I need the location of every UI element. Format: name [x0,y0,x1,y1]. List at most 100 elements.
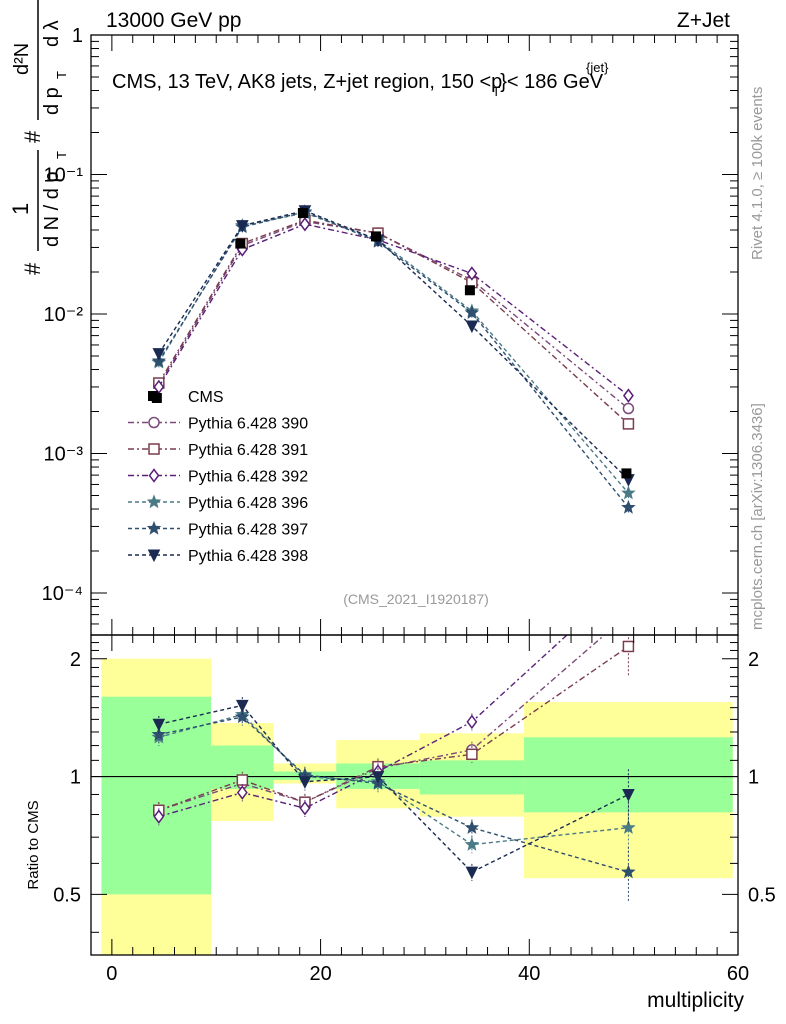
x-tick-label: 60 [727,963,749,985]
legend-marker-cms [148,391,158,401]
main-point-3-5 [621,485,636,500]
title-prefix: CMS, 13 TeV, AK8 jets, Z+jet region, 150… [112,71,491,93]
cms-data-point-5 [621,468,632,479]
ratio-point-5-1 [236,699,249,713]
main-point-2-0 [153,379,165,395]
main-series-line-3 [158,212,629,494]
ylabel-T-2: T [54,71,69,79]
x-tick-label: 0 [106,963,117,985]
ratio-frame [90,634,739,956]
main-point-2-4 [466,266,478,281]
reference-tag: (CMS_2021_I1920187) [343,591,489,607]
main-series-line-2 [158,223,629,397]
ratio-point-2-0 [153,809,165,824]
header-right: Z+Jet [677,9,730,32]
plot-title: CMS, 13 TeV, AK8 jets, Z+jet region, 150… [112,71,604,99]
main-ytick-label: 10⁻¹ [44,165,84,187]
cms-data-point-2 [297,207,308,218]
main-ytick-label: 10⁻³ [44,444,84,466]
ratio-ytick-label: 1 [70,767,81,789]
mcplots-label: mcplots.cern.ch [arXiv:1306.3436] [749,403,766,630]
ratio-ytick-label-right: 1 [748,767,759,789]
ratio-point-4-0 [151,727,167,741]
ratio-point-5-0 [152,718,166,732]
legend-marker-1 [148,416,160,429]
main-series-line-4 [158,211,629,508]
main-panel: 1 10⁻¹ 10⁻² 10⁻³ 10⁻⁴ [42,25,739,636]
ratio-point-1-4 [466,748,478,761]
legend-label-3: Pythia 6.428 392 [188,469,308,486]
ratio-ytick-label: 2 [70,649,81,671]
main-point-5-4 [465,320,479,334]
ylabel-hash-2: # [20,130,45,143]
legend-label-5: Pythia 6.428 397 [188,522,308,539]
main-ytick-label: 1 [72,25,83,47]
legend-marker-3 [148,468,160,483]
legend-marker-4 [146,494,162,509]
legend-marker-5 [146,520,162,535]
ratio-point-5-3 [371,771,385,784]
legend-label-2: Pythia 6.428 391 [188,442,308,459]
ratio-point-4-4 [464,820,480,834]
x-axis-label: multiplicity [647,989,744,1012]
ratio-series-line-4 [158,716,629,873]
main-ylabel: # 1 d N / d p T # d²N d p T d λ [8,0,69,275]
ratio-point-5-5 [622,788,635,802]
ratio-point-3-5 [621,820,636,834]
ratio-point-1-5 [622,640,635,653]
title-sub: T [492,84,500,99]
main-point-2-5 [622,388,634,403]
legend-label-4: Pythia 6.428 396 [188,495,308,512]
ratio-point-2-4 [466,714,478,730]
ylabel-one: 1 [8,203,33,215]
ylabel-den: d p [41,87,63,115]
rivet-label: Rivet 4.1.0, ≥ 100k events [749,87,766,260]
legend-label-6: Pythia 6.428 398 [188,548,308,565]
legend-label-1: Pythia 6.428 390 [188,416,308,433]
ratio-series-line-0 [158,635,606,811]
title-suffix: }< 186 GeV [500,71,604,93]
ratio-series-line-2 [158,635,568,818]
ylabel-num: d²N [11,43,33,75]
main-point-5-0 [152,348,166,361]
main-point-4-4 [464,305,480,319]
ratio-panel: 0.5 0.51 12 20 20 40 60 [53,634,776,985]
x-tick-label: 20 [309,963,331,985]
ratio-series-line-5 [158,704,629,873]
ratio-point-4-5 [621,864,636,879]
ratio-ytick-label-right: 2 [748,649,759,671]
main-ytick-label: 10⁻⁴ [42,583,83,605]
ylabel-dN: d N / d p [41,171,63,247]
ratio-ytick-label: 0.5 [53,884,81,906]
ratio-band-green-4 [419,760,525,795]
header-left: 13000 GeV pp [106,9,241,32]
ylabel-hash-1: # [20,262,45,275]
ratio-band-green-0 [101,696,212,895]
ratio-point-3-4 [464,836,480,851]
main-point-1-5 [622,418,635,430]
ratio-point-2-1 [236,785,248,800]
ylabel-T-1: T [54,151,69,159]
ratio-series-group [151,635,636,902]
ratio-point-4-1 [235,709,250,724]
ratio-point-1-1 [236,774,249,786]
x-tick-label: 40 [518,963,540,985]
title-sup: {jet} [586,60,609,75]
cms-data-point-3 [370,231,381,242]
cms-data-point-4 [464,285,475,296]
main-point-5-1 [236,220,249,233]
main-ytick-label: 10⁻² [44,304,84,326]
cms-data-point-1 [235,238,246,249]
legend-marker-2 [148,443,160,455]
ratio-point-5-4 [465,866,479,880]
ratio-point-2-2 [299,800,311,816]
main-point-0-5 [622,402,635,415]
ratio-point-5-2 [298,776,312,789]
legend-label-0: CMS [188,389,224,406]
main-series-group [151,204,636,514]
ylabel-dlambda: d λ [41,20,63,47]
legend: CMS Pythia 6.428 390 Pythia 6.428 391 Pythi… [128,389,308,565]
legend-marker-6 [147,549,161,563]
ratio-ylabel: Ratio to CMS [25,800,42,889]
